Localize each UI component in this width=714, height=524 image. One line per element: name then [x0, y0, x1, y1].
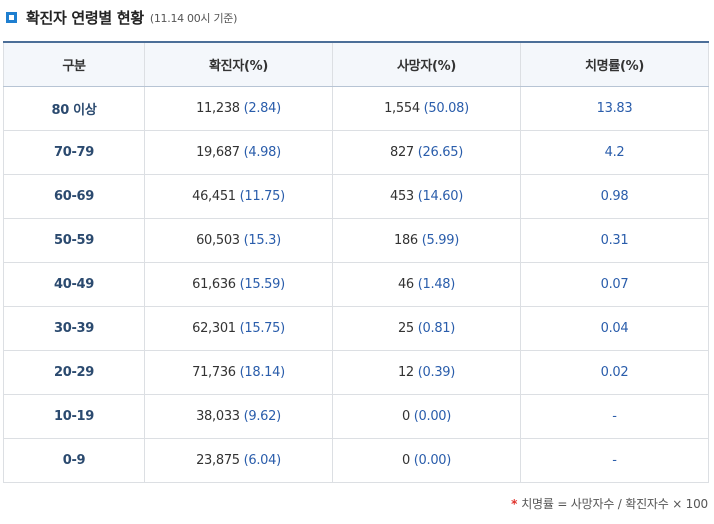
deaths-cell: 1,554 (50.08) — [332, 86, 521, 131]
page-subtitle: (11.14 00시 기준) — [149, 12, 238, 25]
table-row: 10-19 38,033 (9.62) 0 (0.00) - — [3, 394, 709, 439]
deaths-count: 25 — [397, 321, 414, 336]
table-row: 20-29 71,736 (18.14) 12 (0.39) 0.02 — [3, 350, 709, 395]
column-header-age: 구분 — [3, 41, 145, 87]
deaths-percent: (14.60) — [417, 189, 464, 204]
fatality-rate-cell: 0.98 — [520, 174, 709, 219]
age-group-cell: 70-79 — [3, 130, 145, 175]
deaths-percent: (0.39) — [417, 365, 456, 380]
cases-percent: (6.04) — [243, 453, 282, 468]
age-group-cell: 60-69 — [3, 174, 145, 219]
age-group-cell: 30-39 — [3, 306, 145, 351]
cases-cell: 60,503 (15.3) — [144, 218, 333, 263]
cases-count: 11,238 — [196, 101, 240, 116]
deaths-percent: (50.08) — [423, 101, 470, 116]
deaths-percent: (0.00) — [413, 453, 452, 468]
column-header-deaths: 사망자(%) — [332, 41, 521, 87]
deaths-percent: (5.99) — [421, 233, 460, 248]
cases-cell: 62,301 (15.75) — [144, 306, 333, 351]
deaths-count: 1,554 — [384, 101, 420, 116]
column-header-cases: 확진자(%) — [144, 41, 333, 87]
fatality-rate-cell: - — [520, 394, 709, 439]
fatality-rate-cell: 4.2 — [520, 130, 709, 175]
age-group-cell: 10-19 — [3, 394, 145, 439]
cases-cell: 38,033 (9.62) — [144, 394, 333, 439]
table-row: 30-39 62,301 (15.75) 25 (0.81) 0.04 — [3, 306, 709, 351]
fatality-rate-cell: 13.83 — [520, 86, 709, 131]
deaths-count: 186 — [393, 233, 418, 248]
table-row: 40-49 61,636 (15.59) 46 (1.48) 0.07 — [3, 262, 709, 307]
deaths-percent: (0.00) — [413, 409, 452, 424]
age-group-cell: 20-29 — [3, 350, 145, 395]
table-row: 80 이상 11,238 (2.84) 1,554 (50.08) 13.83 — [3, 86, 709, 131]
table-row: 0-9 23,875 (6.04) 0 (0.00) - — [3, 438, 709, 483]
deaths-count: 0 — [401, 409, 410, 424]
footnote: * 치명률 = 사망자수 / 확진자수 × 100 — [511, 495, 708, 512]
age-stats-table: 구분 확진자(%) 사망자(%) 치명률(%) 80 이상 11,238 (2.8… — [3, 41, 709, 483]
column-header-fatality: 치명률(%) — [520, 41, 709, 87]
cases-count: 23,875 — [196, 453, 240, 468]
deaths-cell: 827 (26.65) — [332, 130, 521, 175]
page-title: 확진자 연령별 현황 — [26, 8, 144, 27]
cases-percent: (15.59) — [239, 277, 286, 292]
cases-cell: 46,451 (11.75) — [144, 174, 333, 219]
cases-count: 38,033 — [196, 409, 240, 424]
cases-cell: 19,687 (4.98) — [144, 130, 333, 175]
cases-count: 19,687 — [196, 145, 240, 160]
cases-count: 46,451 — [192, 189, 236, 204]
cases-percent: (15.3) — [243, 233, 282, 248]
table-row: 70-79 19,687 (4.98) 827 (26.65) 4.2 — [3, 130, 709, 175]
cases-count: 61,636 — [192, 277, 236, 292]
cases-percent: (18.14) — [239, 365, 286, 380]
deaths-percent: (1.48) — [417, 277, 456, 292]
deaths-cell: 0 (0.00) — [332, 394, 521, 439]
cases-cell: 61,636 (15.59) — [144, 262, 333, 307]
fatality-rate-cell: - — [520, 438, 709, 483]
cases-percent: (15.75) — [239, 321, 286, 336]
deaths-count: 827 — [389, 145, 414, 160]
cases-percent: (4.98) — [243, 145, 282, 160]
cases-percent: (11.75) — [239, 189, 286, 204]
footnote-marker: * — [511, 497, 518, 511]
deaths-cell: 25 (0.81) — [332, 306, 521, 351]
page-header: 확진자 연령별 현황 (11.14 00시 기준) — [6, 6, 237, 28]
age-group-cell: 50-59 — [3, 218, 145, 263]
age-group-cell: 0-9 — [3, 438, 145, 483]
deaths-cell: 46 (1.48) — [332, 262, 521, 307]
square-bullet-icon — [6, 11, 17, 23]
cases-cell: 11,238 (2.84) — [144, 86, 333, 131]
fatality-rate-cell: 0.04 — [520, 306, 709, 351]
cases-cell: 71,736 (18.14) — [144, 350, 333, 395]
age-group-cell: 80 이상 — [3, 86, 145, 131]
deaths-cell: 0 (0.00) — [332, 438, 521, 483]
deaths-count: 12 — [397, 365, 414, 380]
cases-count: 62,301 — [192, 321, 236, 336]
deaths-cell: 12 (0.39) — [332, 350, 521, 395]
deaths-cell: 186 (5.99) — [332, 218, 521, 263]
cases-cell: 23,875 (6.04) — [144, 438, 333, 483]
cases-percent: (9.62) — [243, 409, 282, 424]
cases-count: 71,736 — [192, 365, 236, 380]
table-body: 80 이상 11,238 (2.84) 1,554 (50.08) 13.83 70-7… — [3, 86, 709, 483]
fatality-rate-cell: 0.31 — [520, 218, 709, 263]
table-row: 60-69 46,451 (11.75) 453 (14.60) 0.98 — [3, 174, 709, 219]
footnote-text: 치명률 = 사망자수 / 확진자수 × 100 — [521, 497, 708, 511]
age-group-cell: 40-49 — [3, 262, 145, 307]
deaths-percent: (0.81) — [417, 321, 456, 336]
cases-count: 60,503 — [196, 233, 240, 248]
cases-percent: (2.84) — [243, 101, 282, 116]
deaths-percent: (26.65) — [417, 145, 464, 160]
deaths-count: 46 — [397, 277, 414, 292]
fatality-rate-cell: 0.02 — [520, 350, 709, 395]
deaths-count: 453 — [389, 189, 414, 204]
table-row: 50-59 60,503 (15.3) 186 (5.99) 0.31 — [3, 218, 709, 263]
table-header-row: 구분 확진자(%) 사망자(%) 치명률(%) — [3, 41, 709, 87]
fatality-rate-cell: 0.07 — [520, 262, 709, 307]
deaths-cell: 453 (14.60) — [332, 174, 521, 219]
deaths-count: 0 — [401, 453, 410, 468]
